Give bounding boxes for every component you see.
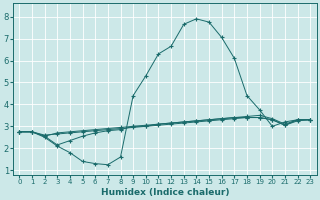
X-axis label: Humidex (Indice chaleur): Humidex (Indice chaleur): [100, 188, 229, 197]
